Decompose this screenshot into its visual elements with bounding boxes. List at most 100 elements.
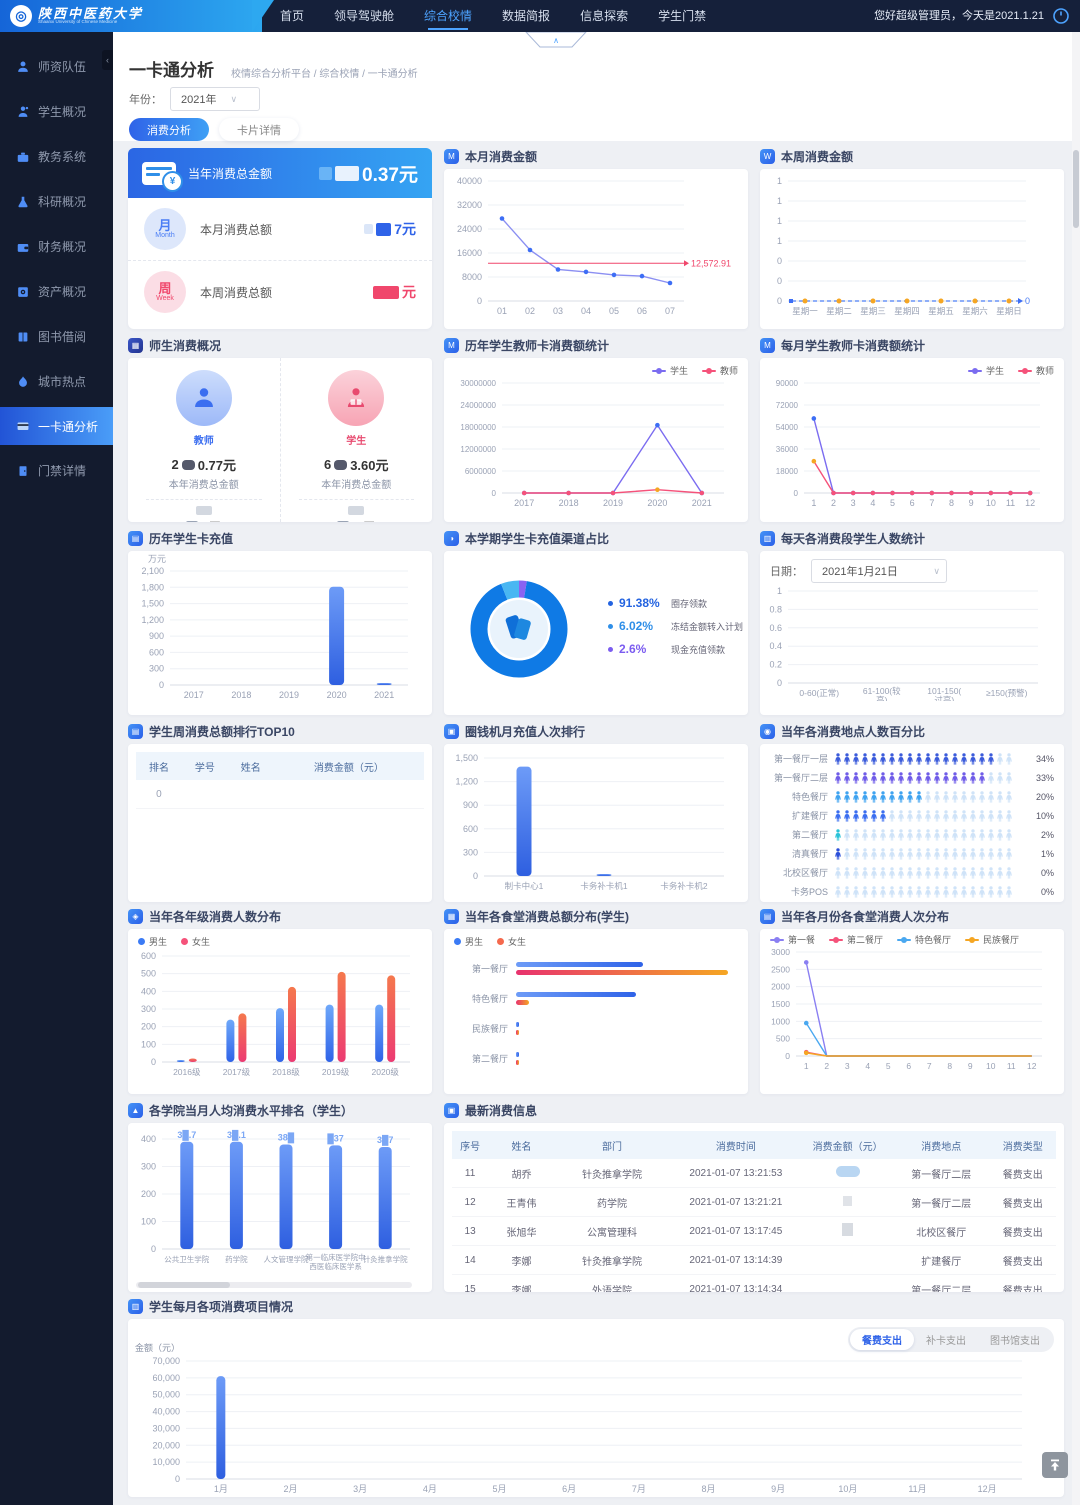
- chart-card-icon: ◈: [128, 909, 143, 924]
- expense-type-button[interactable]: 补卡支出: [926, 1336, 966, 1347]
- person-icon: [907, 771, 913, 784]
- vertical-scrollbar[interactable]: [1072, 32, 1080, 1505]
- person-icon: [988, 885, 994, 898]
- svg-text:16000: 16000: [457, 248, 482, 258]
- svg-text:7月: 7月: [632, 1484, 646, 1494]
- nav-item-briefing[interactable]: 数据简报: [502, 9, 551, 23]
- sidebar-collapse-icon[interactable]: ‹: [102, 50, 113, 70]
- person-icon: [835, 752, 841, 765]
- nav-item-campus[interactable]: 综合校情: [424, 0, 472, 32]
- svg-text:3月: 3月: [353, 1484, 367, 1494]
- week-total-label: 本周消费总额: [200, 285, 273, 300]
- person-icon: [844, 809, 850, 822]
- person-icon: [835, 847, 841, 860]
- bank-card-icon: ¥: [142, 161, 183, 192]
- year-label: 年份：: [129, 94, 162, 106]
- tab-card-detail[interactable]: 卡片详情: [219, 118, 299, 141]
- logo-slant-decoration: [252, 0, 274, 32]
- horizontal-scrollbar[interactable]: [136, 1282, 412, 1288]
- svg-text:0: 0: [785, 1051, 790, 1061]
- person-icon: [970, 847, 976, 860]
- svg-text:300: 300: [463, 847, 478, 857]
- nav-item-home[interactable]: 首页: [280, 9, 305, 23]
- sidebar-item-academic[interactable]: 教务系统: [0, 134, 113, 179]
- sidebar-item-gate-detail[interactable]: 门禁详情: [0, 448, 113, 493]
- nav-item-explore[interactable]: 信息探索: [580, 9, 629, 23]
- sidebar-item-finance[interactable]: 财务概况: [0, 224, 113, 269]
- sidebar-item-onecard[interactable]: 一卡通分析: [0, 407, 113, 445]
- person-icon: [898, 866, 904, 879]
- person-icon: [898, 790, 904, 803]
- svg-text:600: 600: [141, 951, 156, 961]
- person-icon: [844, 771, 850, 784]
- card-title: 每月学生教师卡消费额统计: [781, 339, 926, 353]
- censor-block: [843, 1195, 853, 1206]
- back-to-top-button[interactable]: [1042, 1452, 1068, 1478]
- summary-body: 月 Month 本月消费总额 7元 周 Week 本周消费总额 元: [128, 198, 432, 329]
- sidebar-item-research[interactable]: 科研概况: [0, 179, 113, 224]
- chevron-down-icon: ∨: [230, 93, 238, 104]
- svg-text:0: 0: [159, 680, 164, 690]
- svg-text:5: 5: [890, 498, 895, 508]
- svg-text:2020级: 2020级: [371, 1067, 399, 1077]
- person-icon: [871, 752, 877, 765]
- svg-text:3000: 3000: [771, 947, 790, 957]
- table-header: 部门: [554, 1131, 670, 1159]
- sidebar-item-hotspot[interactable]: 城市热点: [0, 359, 113, 404]
- person-icon: [1006, 771, 1012, 784]
- sidebar-item-students[interactable]: 学生概况: [0, 89, 113, 134]
- nav-item-cockpit[interactable]: 领导驾驶舱: [334, 9, 395, 23]
- svg-text:星期六: 星期六: [962, 306, 988, 316]
- sidebar-item-assets[interactable]: 资产概况: [0, 269, 113, 314]
- person-icon: [835, 866, 841, 879]
- svg-text:█37: █37: [327, 1132, 343, 1144]
- person-icon: [988, 809, 994, 822]
- sidebar-item-faculty[interactable]: 师资队伍: [0, 44, 113, 89]
- person-icon: [943, 790, 949, 803]
- expense-type-button[interactable]: 图书馆支出: [990, 1336, 1040, 1347]
- tab-consumption-analysis[interactable]: 消费分析: [129, 118, 209, 141]
- flask-icon: [16, 195, 30, 209]
- svg-text:400: 400: [141, 1134, 156, 1144]
- svg-text:8: 8: [947, 1061, 952, 1071]
- person-icon: [934, 847, 940, 860]
- svg-text:7: 7: [927, 1061, 932, 1071]
- svg-text:200: 200: [141, 1022, 156, 1032]
- annual-total-header: ¥ 当年消费总金额 0.37元: [128, 148, 432, 198]
- year-select[interactable]: 2021年 ∨: [170, 87, 260, 111]
- nav-collapse-caret[interactable]: ∧: [524, 32, 588, 49]
- svg-text:1: 1: [777, 236, 782, 246]
- svg-text:10: 10: [986, 1061, 996, 1071]
- legend-item: 男生: [454, 935, 483, 948]
- date-select[interactable]: 2021年1月21日 ∨: [811, 559, 947, 583]
- svg-text:星期五: 星期五: [928, 306, 954, 316]
- svg-text:2: 2: [831, 498, 836, 508]
- svg-text:5月: 5月: [492, 1484, 506, 1494]
- nav-item-gate[interactable]: 学生门禁: [658, 9, 707, 23]
- scrollbar-thumb[interactable]: [1073, 150, 1079, 228]
- person-icon: [871, 847, 877, 860]
- person-icon: [988, 752, 994, 765]
- svg-text:5: 5: [886, 1061, 891, 1071]
- sidebar-item-library[interactable]: 图书借阅: [0, 314, 113, 359]
- table-row: 0: [136, 780, 424, 809]
- teacher-summary: 教师 2 0.77元 本年消费总金额 8元 本年人均消费: [128, 358, 280, 522]
- person-icon: [979, 809, 985, 822]
- person-icon: [925, 828, 931, 841]
- person-icon: [925, 885, 931, 898]
- person-icon: [907, 866, 913, 879]
- svg-text:0: 0: [175, 1474, 180, 1484]
- person-icon: [979, 885, 985, 898]
- svg-text:11月: 11月: [908, 1484, 926, 1494]
- svg-text:星期四: 星期四: [894, 306, 920, 316]
- location-percent-pictograph: 第一餐厅一层 34% 第一餐厅二层 33% 特色餐厅 20% 扩建餐厅 10% 第二餐厅 2% 清真…: [760, 749, 1064, 901]
- card-title: 每天各消费段学生人数统计: [781, 532, 926, 546]
- svg-text:2017: 2017: [514, 498, 534, 508]
- person-icon: [970, 790, 976, 803]
- person-icon: [1006, 809, 1012, 822]
- person-icon: [880, 847, 886, 860]
- donut-legend-item: 2.6% 现金充值领款: [608, 642, 743, 656]
- logout-power-icon[interactable]: [1052, 7, 1070, 25]
- expense-type-button[interactable]: 餐费支出: [850, 1329, 914, 1350]
- svg-text:2019: 2019: [603, 498, 623, 508]
